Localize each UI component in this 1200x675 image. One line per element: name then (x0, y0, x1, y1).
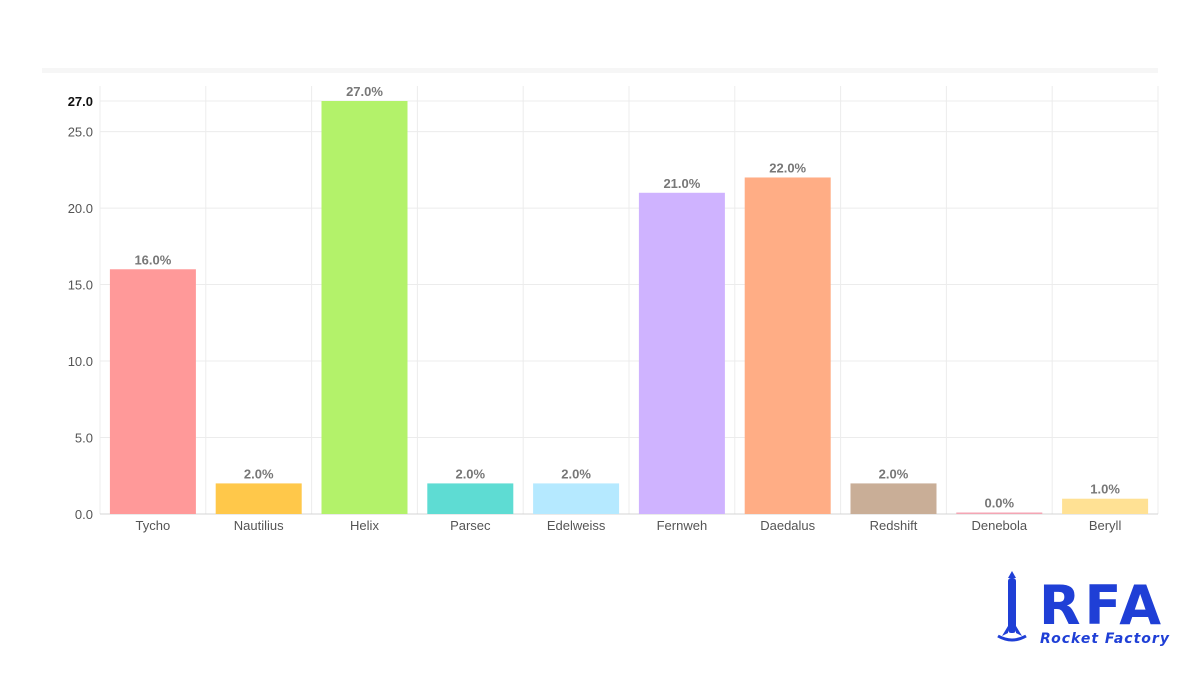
bar-beryll (1062, 498, 1149, 514)
bar-fernweh (638, 192, 725, 514)
bar-value-labels: 16.0% 2.0% 27.0% 2.0% 2.0% 21.0% 22.0% 2.0% 0.0%… (134, 84, 1120, 511)
x-tick-label: Denebola (971, 518, 1027, 533)
x-tick-label: Helix (350, 518, 379, 533)
x-tick-label: Redshift (870, 518, 918, 533)
x-tick-label: Daedalus (760, 518, 815, 533)
y-tick-label: 27.0 (68, 94, 93, 109)
x-tick-label: Edelweiss (547, 518, 606, 533)
bar-value-label: 16.0% (134, 252, 171, 267)
grid-lines (99, 86, 1159, 515)
logo-tagline: Rocket Factory (1040, 631, 1170, 647)
y-tick-label: 5.0 (75, 431, 93, 446)
x-axis-tick-labels: Tycho Nautilius Helix Parsec Edelweiss Fernwe… (136, 518, 1122, 533)
x-tick-label: Parsec (450, 518, 491, 533)
bar-parsec (427, 483, 514, 514)
x-tick-label: Nautilius (234, 518, 284, 533)
y-axis-tick-labels: 0.0 5.0 10.0 15.0 20.0 25.0 27.0 (68, 94, 93, 522)
bar-value-label: 2.0% (561, 466, 591, 481)
bar-edelweiss (533, 483, 620, 514)
bar-value-label: 27.0% (346, 84, 383, 99)
logo-wordmark: RFA (1039, 574, 1165, 637)
rfa-logo: RFA Rocket Factory (997, 571, 1170, 647)
bar-value-label: 21.0% (663, 176, 700, 191)
y-tick-label: 20.0 (68, 201, 93, 216)
x-tick-label: Fernweh (657, 518, 708, 533)
bar-value-label: 1.0% (1090, 482, 1120, 497)
bar-value-label: 2.0% (455, 466, 485, 481)
chart-top-strip (42, 68, 1158, 73)
bar-tycho (109, 269, 196, 514)
y-tick-label: 0.0 (75, 507, 93, 522)
bar-nautilius (215, 483, 302, 514)
bars (109, 101, 1149, 514)
rocket-icon (997, 571, 1027, 642)
y-tick-label: 10.0 (68, 354, 93, 369)
bar-value-label: 0.0% (984, 496, 1014, 511)
bar-daedalus (744, 177, 831, 514)
bar-denebola (956, 512, 1043, 514)
bar-helix (321, 101, 408, 514)
bar-value-label: 2.0% (244, 466, 274, 481)
x-tick-label: Tycho (136, 518, 171, 533)
x-tick-label: Beryll (1089, 518, 1122, 533)
bar-value-label: 22.0% (769, 160, 806, 175)
bar-redshift (850, 483, 937, 514)
y-tick-label: 15.0 (68, 278, 93, 293)
bar-value-label: 2.0% (879, 466, 909, 481)
y-tick-label: 25.0 (68, 125, 93, 140)
